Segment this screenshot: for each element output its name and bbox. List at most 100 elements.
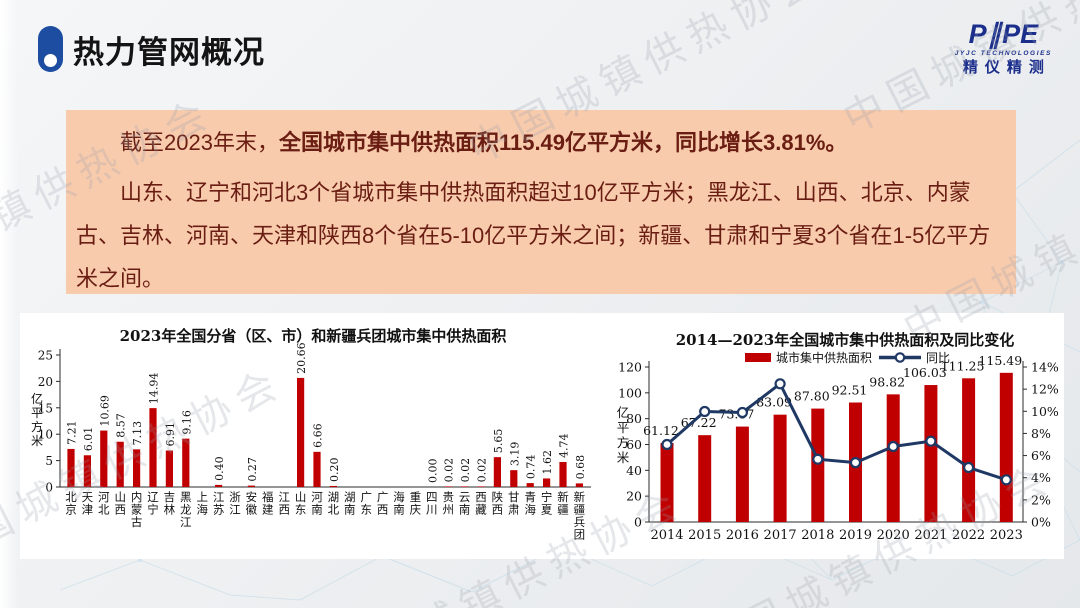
- bar-value-label: 0.02: [459, 458, 472, 483]
- bar-value-label: 6.66: [312, 423, 325, 448]
- bar-2018: [811, 408, 825, 522]
- logo-brand-pe: PE: [1002, 19, 1039, 49]
- yoy-point: [1000, 474, 1012, 486]
- x-category-label: 林: [164, 503, 176, 517]
- x-category-label: 北: [328, 503, 340, 517]
- logo-brand-slashes: ∥: [987, 19, 1002, 49]
- summary-line-1: 截至2023年末，全国城市集中供热面积115.49亿平方米，同比增长3.81%。: [76, 121, 1006, 164]
- y-tick-label: 25: [38, 349, 53, 363]
- bar-value-label: 7.13: [131, 421, 144, 446]
- x-category-label: 南: [311, 503, 323, 517]
- x-category-label: 苏: [213, 503, 225, 517]
- x-category-label: 川: [426, 503, 438, 517]
- right-tick-label: 6%: [1031, 448, 1051, 463]
- legend-bar-label: 城市集中供热面积: [776, 350, 872, 365]
- left-edge-highlight: [0, 0, 18, 608]
- bar-2016: [735, 426, 749, 522]
- left-tick-label: 60: [626, 437, 642, 452]
- x-category-label: 福: [262, 490, 274, 504]
- bar-value-label: 0.00: [426, 459, 439, 484]
- bar-value-label: 0.74: [525, 455, 538, 480]
- title-bullet-icon: [38, 26, 63, 72]
- x-category-label: 团: [574, 528, 586, 542]
- y-axis-title: 米: [31, 434, 43, 448]
- x-category-label: 南: [344, 503, 356, 517]
- bar-宁夏: [543, 478, 551, 487]
- bar-甘肃: [510, 470, 518, 487]
- right-tick-label: 2%: [1031, 492, 1051, 507]
- x-category-label: 2018: [801, 528, 834, 543]
- x-category-label: 东: [295, 503, 307, 517]
- x-category-label: 江: [278, 490, 290, 504]
- bar-湖北: [329, 485, 337, 487]
- summary-line-2: 山东、辽宁和河北3个省城市集中供热面积超过10亿平方米；黑龙江、山西、北京、内蒙…: [76, 180, 991, 291]
- x-category-label: 新: [557, 490, 569, 504]
- bar-value-label: 106.03: [903, 365, 947, 380]
- x-category-label: 广: [360, 490, 372, 504]
- x-category-label: 2015: [688, 528, 721, 543]
- summary-line-1-highlight: 全国城市集中供热面积115.49亿平方米，同比增长3.81%。: [278, 130, 848, 155]
- x-category-label: 兵: [574, 515, 586, 529]
- bar-云南: [461, 486, 469, 487]
- x-category-label: 黑: [180, 490, 192, 504]
- x-category-label: 徽: [246, 503, 258, 517]
- bar-贵州: [444, 486, 452, 487]
- bar-value-label: 10.69: [98, 395, 111, 427]
- x-category-label: 山: [114, 490, 126, 504]
- y-axis-title: 方: [617, 435, 630, 450]
- x-category-label: 2020: [877, 528, 910, 543]
- summary-line-1-prefix: 截至2023年末，: [120, 130, 279, 155]
- bar-value-label: 0.20: [328, 457, 341, 482]
- x-category-label: 西: [278, 503, 290, 517]
- x-category-label: 藏: [475, 503, 487, 517]
- bar-内蒙古: [133, 449, 141, 487]
- y-tick-label: 10: [38, 428, 53, 442]
- bar-value-label: 98.82: [869, 374, 905, 389]
- right-chart-title: 2014—2023年全国城市集中供热面积及同比变化: [676, 331, 1015, 349]
- x-category-label: 东: [360, 503, 372, 517]
- yoy-point: [925, 435, 937, 447]
- x-category-label: 上: [196, 490, 208, 504]
- y-tick-label: 5: [45, 454, 53, 468]
- slide-header: 热力管网概况: [38, 26, 265, 72]
- x-category-label: 天: [82, 490, 94, 504]
- company-logo: P∥PE JYJC TECHNOLOGIES 精仪精测: [955, 19, 1052, 76]
- bar-河北: [100, 430, 108, 487]
- legend-bar-swatch: [745, 353, 771, 362]
- bar-value-label: 0.02: [443, 458, 456, 483]
- bar-value-label: 0.40: [213, 456, 226, 481]
- right-tick-label: 12%: [1031, 382, 1059, 397]
- bar-安徽: [247, 485, 255, 487]
- bar-西藏: [477, 486, 485, 487]
- bar-value-label: 115.49: [978, 353, 1022, 368]
- bar-value-label: 111.25: [941, 358, 985, 373]
- x-category-label: 肃: [508, 503, 520, 517]
- x-category-label: 2017: [764, 528, 797, 543]
- right-tick-label: 8%: [1031, 426, 1051, 441]
- bar-value-label: 1.62: [541, 450, 554, 475]
- left-tick-label: 80: [626, 411, 642, 426]
- x-category-label: 西: [114, 503, 126, 517]
- bar-value-label: 0.68: [574, 455, 587, 480]
- x-category-label: 2016: [726, 528, 759, 543]
- left-tick-label: 40: [626, 463, 642, 478]
- bar-天津: [83, 455, 91, 487]
- bar-吉林: [165, 450, 173, 487]
- legend-line-marker: [894, 352, 906, 363]
- x-category-label: 庆: [410, 503, 422, 517]
- bar-value-label: 20.66: [295, 342, 308, 374]
- y-axis-title: 平: [31, 406, 43, 420]
- bar-value-label: 7.21: [66, 420, 79, 445]
- x-category-label: 海: [393, 490, 405, 504]
- bar-value-label: 8.57: [115, 413, 128, 438]
- x-category-label: 安: [246, 490, 258, 504]
- x-category-label: 重: [410, 490, 422, 504]
- x-category-label: 蒙: [131, 503, 143, 517]
- x-category-label: 江: [180, 515, 192, 529]
- yoy-point: [661, 438, 673, 451]
- yoy-point: [774, 378, 786, 390]
- bar-青海: [526, 483, 534, 487]
- y-axis-title: 平: [617, 420, 630, 435]
- bar-value-label: 83.09: [756, 395, 792, 410]
